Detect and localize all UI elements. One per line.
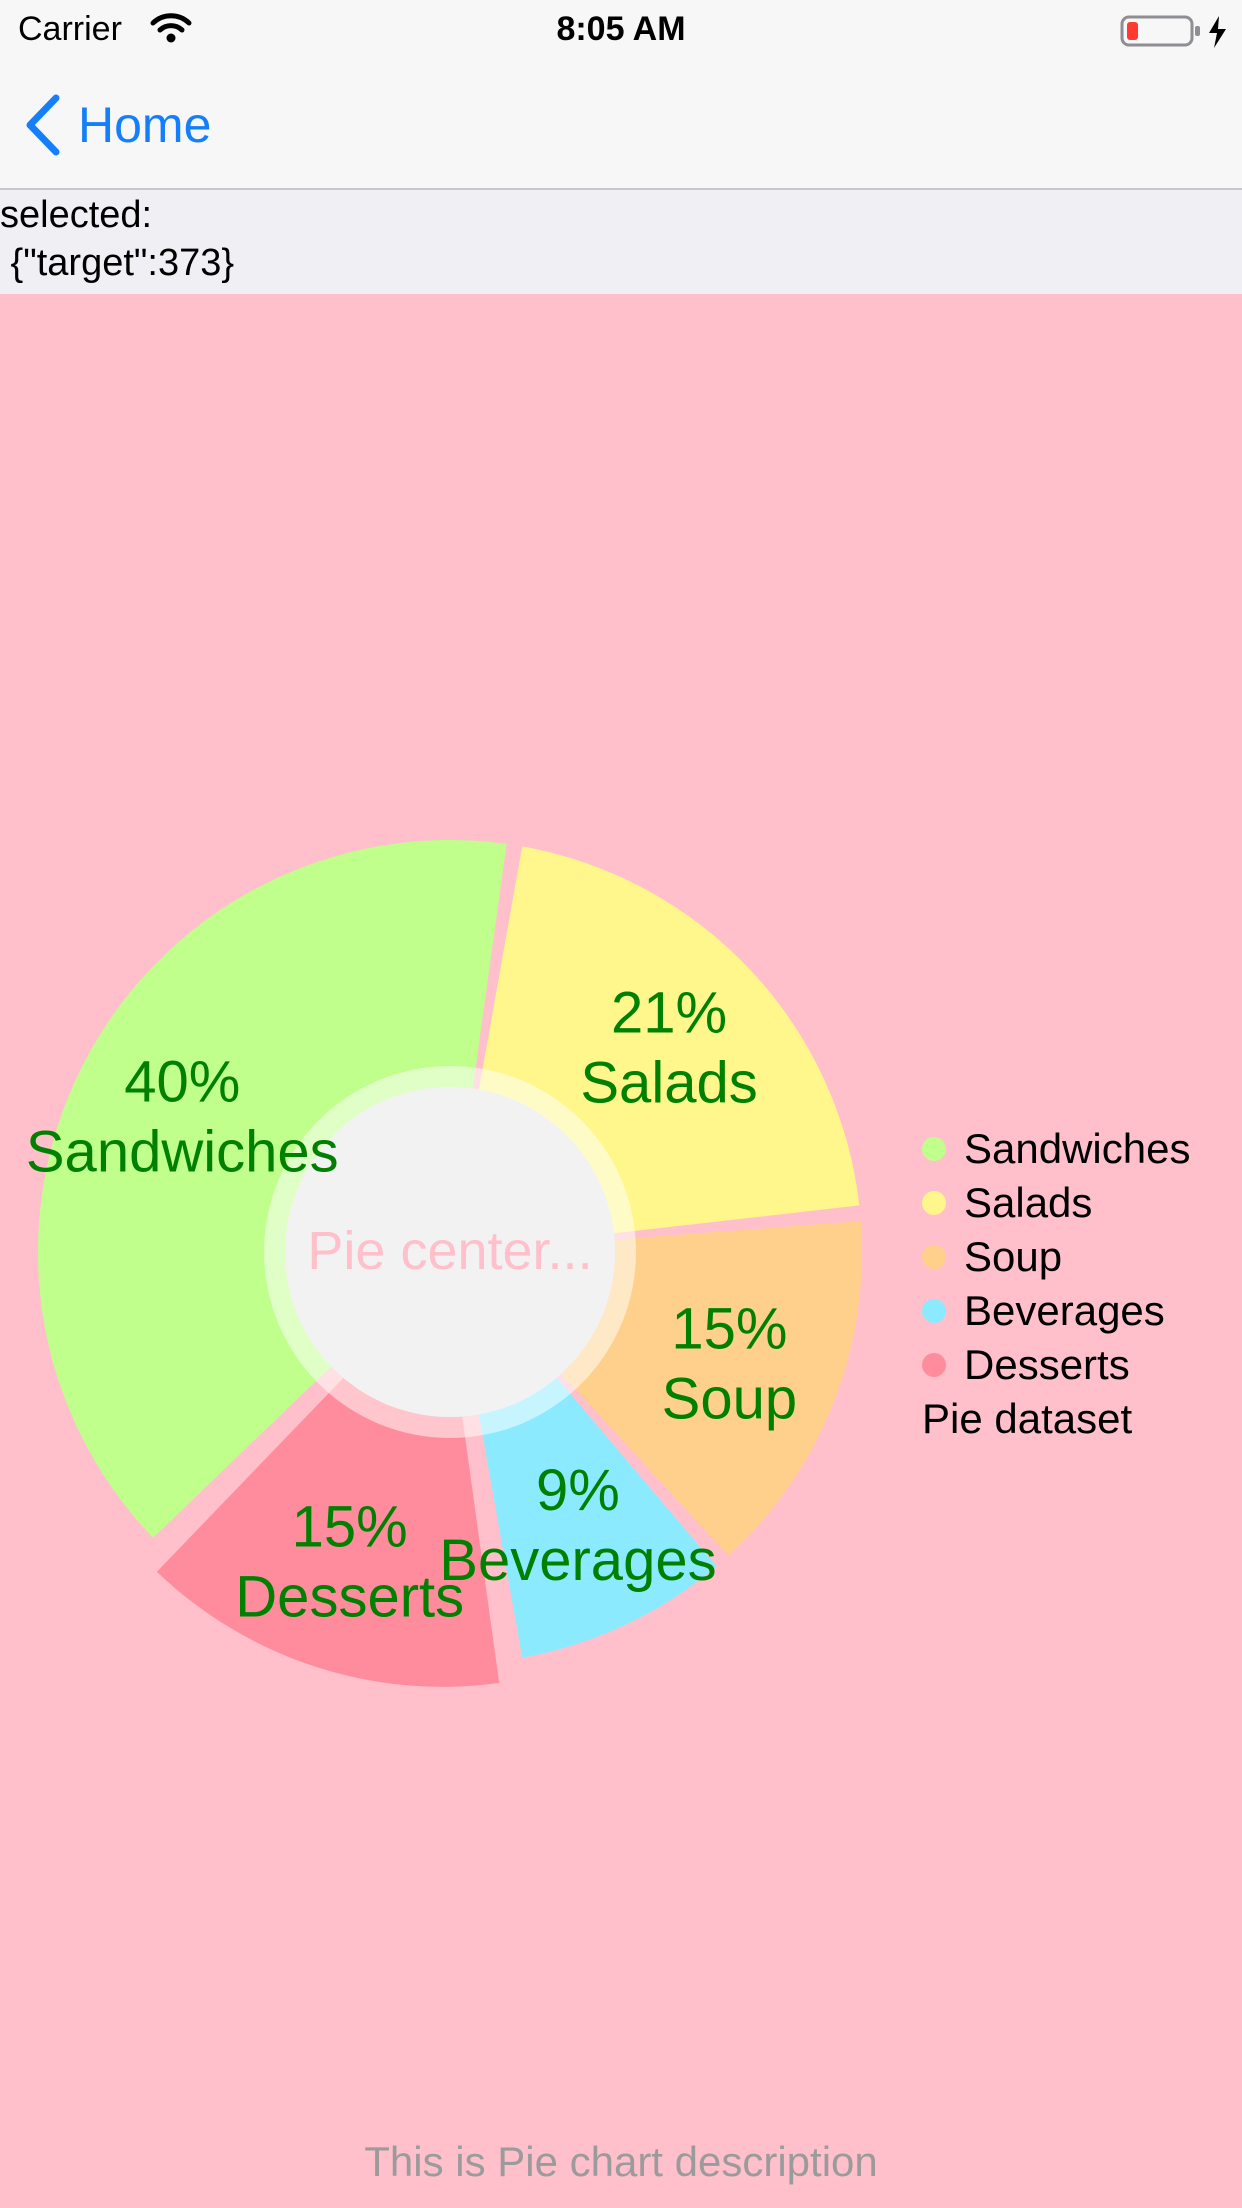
pie-name-label-salads: Salads	[580, 1050, 757, 1115]
pie-center-hole	[285, 1087, 615, 1417]
pie-value-label-salads: 21%	[611, 980, 727, 1045]
legend-dataset-label: Pie dataset	[922, 1395, 1133, 1442]
selection-info: selected: {"target":373}	[0, 190, 1242, 294]
legend-item-desserts: Desserts	[922, 1338, 1190, 1392]
legend-swatch-salads	[922, 1191, 946, 1215]
legend-item-sandwiches: Sandwiches	[922, 1122, 1190, 1176]
chevron-left-icon	[26, 94, 60, 156]
pie-center-text: Pie center...	[307, 1221, 592, 1281]
pie-value-label-sandwiches: 40%	[124, 1050, 240, 1115]
battery-charging-icon	[1120, 15, 1226, 48]
wifi-icon	[150, 13, 192, 43]
pie-value-label-desserts: 15%	[292, 1495, 408, 1560]
legend-label-salads: Salads	[964, 1179, 1093, 1226]
pie-chart-view[interactable]: Pie center... 40% Sandwiches 21% Salads 15% So…	[0, 294, 1242, 2208]
legend-label-soup: Soup	[964, 1233, 1063, 1280]
pie-name-label-soup: Soup	[662, 1367, 797, 1432]
legend-swatch-soup	[922, 1245, 946, 1269]
carrier-label: Carrier	[18, 10, 122, 48]
legend-swatch-desserts	[922, 1353, 946, 1377]
legend-swatch-beverages	[922, 1299, 946, 1323]
back-button[interactable]: Home	[24, 90, 211, 160]
pie-name-label-desserts: Desserts	[235, 1565, 464, 1630]
pie-slice-sandwiches[interactable]	[37, 840, 507, 1538]
pie-name-label-sandwiches: Sandwiches	[26, 1120, 339, 1185]
back-button-label: Home	[78, 97, 212, 153]
legend-swatch-sandwiches	[922, 1137, 946, 1161]
selected-value: {"target":373}	[0, 242, 235, 284]
chart-description: This is Pie chart description	[364, 2138, 878, 2185]
pie-name-label-beverages: Beverages	[439, 1528, 716, 1593]
legend-label-beverages: Beverages	[964, 1287, 1165, 1334]
clock: 8:05 AM	[556, 10, 686, 48]
legend-item-soup: Soup	[922, 1230, 1190, 1284]
status-bar: Carrier 8:05 AM	[0, 0, 1242, 62]
selected-label: selected:	[0, 194, 153, 236]
legend-label-sandwiches: Sandwiches	[964, 1125, 1191, 1172]
navigation-bar: Home	[0, 62, 1242, 190]
pie-chart[interactable]: Pie center...40%Sandwiches21%Salads15%So…	[0, 294, 1242, 2208]
legend-item-salads: Salads	[922, 1176, 1190, 1230]
pie-value-label-soup: 15%	[671, 1297, 787, 1362]
legend-item-beverages: Beverages	[922, 1284, 1190, 1338]
chart-legend: Sandwiches Salads Soup Beverages Desserts Pie…	[922, 1122, 1190, 1446]
legend-label-desserts: Desserts	[964, 1341, 1130, 1388]
pie-value-label-beverages: 9%	[536, 1458, 620, 1523]
